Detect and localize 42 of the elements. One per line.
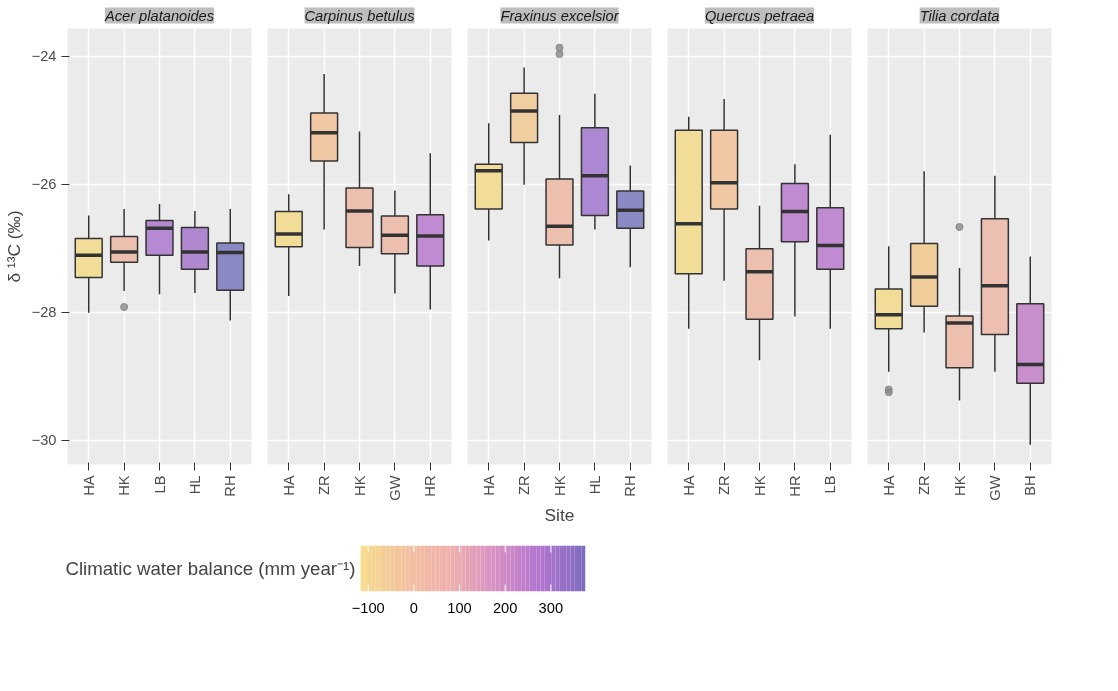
x-tick-label: LB — [822, 475, 839, 494]
chart-title: Fraxinus excelsior — [500, 7, 620, 24]
x-tick-label: RH — [222, 475, 239, 497]
x-tick-label: LB — [151, 475, 168, 494]
x-tick-label: ZR — [316, 475, 333, 496]
y-tick-label: −30 — [31, 432, 57, 449]
x-tick-label: GW — [386, 475, 403, 501]
x-tick-label: ZR — [716, 475, 733, 496]
y-axis-title: δ ¹³C (‰) — [3, 210, 24, 283]
x-tick-label: GW — [986, 475, 1003, 501]
color-bar-label: 300 — [538, 599, 564, 616]
x-tick-label: HK — [351, 475, 368, 496]
chart-title: Quercus petraea — [704, 7, 815, 24]
color-bar-label: 100 — [447, 599, 472, 616]
x-tick-label: HR — [786, 475, 803, 497]
x-tick-label: HR — [422, 475, 439, 497]
x-tick-label: ZR — [516, 475, 533, 496]
x-tick-label: HL — [186, 475, 203, 495]
x-axis-title: Site — [544, 504, 575, 525]
x-tick-label: HK — [551, 475, 568, 496]
x-tick-label: HK — [751, 475, 768, 496]
x-tick-label: HA — [880, 475, 897, 496]
color-bar-label: 0 — [409, 599, 418, 616]
chart-title: Acer platanoides — [103, 7, 215, 24]
y-tick-label: −28 — [31, 304, 57, 321]
y-tick-label: −24 — [31, 48, 57, 65]
chart-title: Carpinus betulus — [304, 7, 416, 24]
color-bar-label: −100 — [351, 599, 385, 616]
color-bar-label: 200 — [492, 599, 518, 616]
color-bar-title: Climatic water balance (mm year⁻¹) — [65, 558, 356, 579]
x-tick-label: HL — [586, 475, 603, 495]
x-tick-label: HA — [280, 475, 297, 496]
x-tick-label: BH — [1022, 475, 1039, 496]
x-tick-label: HA — [680, 475, 697, 496]
y-tick-label: −26 — [31, 176, 57, 193]
chart-title: Tilia cordata — [919, 7, 1000, 24]
x-tick-label: ZR — [916, 475, 933, 496]
x-tick-label: HK — [951, 475, 968, 496]
x-tick-label: RH — [622, 475, 639, 497]
x-tick-label: HA — [80, 475, 97, 496]
x-tick-label: HK — [116, 475, 133, 496]
x-tick-label: HA — [480, 475, 497, 496]
